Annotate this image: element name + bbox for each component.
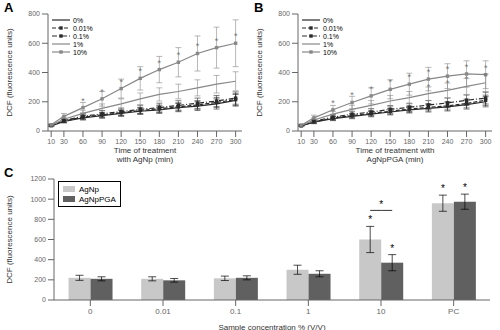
svg-text:270: 270 (461, 138, 473, 145)
svg-text:200: 200 (278, 98, 290, 105)
svg-text:210: 210 (173, 138, 185, 145)
svg-text:PC: PC (448, 307, 459, 316)
svg-text:1: 1 (306, 307, 311, 316)
html-text:AgNpPGA: AgNpPGA (79, 194, 116, 204)
svg-text:*: * (379, 199, 383, 210)
html-text:A: A (4, 0, 14, 15)
svg-text:800: 800 (28, 10, 40, 17)
svg-text:0: 0 (88, 307, 93, 316)
html-text:0.1%: 0.1% (323, 32, 339, 40)
svg-text:Sample concentration % (V/V): Sample concentration % (V/V) (218, 323, 325, 330)
svg-text:0.01: 0.01 (155, 307, 171, 316)
svg-text:150: 150 (134, 138, 146, 145)
html-text:10%: 10% (73, 48, 87, 56)
svg-text:*: * (234, 31, 238, 41)
svg-text:270: 270 (211, 138, 223, 145)
svg-text:*: * (463, 182, 467, 193)
svg-text:600: 600 (34, 236, 46, 243)
svg-text:*: * (465, 62, 469, 72)
svg-text:10: 10 (297, 138, 305, 145)
svg-text:1000: 1000 (30, 196, 46, 203)
svg-text:*: * (331, 98, 335, 108)
svg-text:120: 120 (365, 138, 377, 145)
html-text:0.01%: 0.01% (323, 24, 343, 32)
svg-text:800: 800 (278, 10, 290, 17)
svg-text:240: 240 (442, 138, 454, 145)
svg-text:60: 60 (329, 138, 337, 145)
svg-text:Time of treatmentwith AgNp (mi: Time of treatmentwith AgNp (min) (114, 146, 177, 164)
html-text:0.01%: 0.01% (73, 24, 93, 32)
html-text:0%: 0% (323, 16, 334, 24)
svg-text:150: 150 (384, 138, 396, 145)
svg-text:300: 300 (480, 138, 492, 145)
svg-text:0: 0 (42, 296, 46, 303)
svg-text:90: 90 (348, 138, 356, 145)
svg-text:*: * (427, 82, 431, 92)
svg-text:*: * (441, 183, 445, 194)
svg-text:*: * (81, 96, 85, 106)
svg-text:*: * (119, 77, 123, 87)
svg-text:180: 180 (153, 138, 165, 145)
svg-text:0.1: 0.1 (230, 307, 242, 316)
svg-text:400: 400 (278, 69, 290, 76)
svg-text:60: 60 (79, 138, 87, 145)
svg-text:*: * (408, 72, 412, 82)
html-text:1%: 1% (73, 40, 84, 48)
svg-text:*: * (368, 214, 372, 225)
svg-text:120: 120 (115, 138, 127, 145)
svg-text:*: * (100, 87, 104, 97)
html-text:10%: 10% (323, 48, 337, 56)
svg-text:180: 180 (403, 138, 415, 145)
svg-text:*: * (446, 64, 450, 74)
svg-text:*: * (446, 78, 450, 88)
svg-text:*: * (484, 71, 488, 81)
html-text:B: B (254, 0, 264, 15)
svg-text:30: 30 (310, 138, 318, 145)
svg-text:*: * (177, 50, 181, 60)
svg-text:800: 800 (34, 216, 46, 223)
html-text:0%: 0% (73, 16, 84, 24)
svg-text:0: 0 (36, 127, 40, 134)
svg-text:200: 200 (28, 98, 40, 105)
svg-text:600: 600 (278, 40, 290, 47)
svg-text:400: 400 (28, 69, 40, 76)
svg-text:200: 200 (34, 276, 46, 283)
svg-text:10: 10 (47, 138, 55, 145)
svg-text:210: 210 (423, 138, 435, 145)
svg-text:DCF (fluorescence units): DCF (fluorescence units) (255, 28, 264, 117)
svg-text:*: * (388, 77, 392, 87)
html-text:1%: 1% (323, 40, 334, 48)
svg-text:*: * (369, 84, 373, 94)
svg-text:*: * (196, 41, 200, 51)
html-text:AgNp: AgNp (79, 184, 99, 194)
svg-text:*: * (215, 36, 219, 46)
html-text:C: C (4, 165, 14, 180)
svg-text:30: 30 (60, 138, 68, 145)
svg-text:*: * (427, 67, 431, 77)
svg-text:1200: 1200 (30, 175, 46, 182)
svg-text:*: * (465, 74, 469, 84)
html-text:0.1%: 0.1% (73, 32, 89, 40)
svg-text:300: 300 (230, 138, 242, 145)
svg-text:*: * (138, 66, 142, 76)
svg-text:240: 240 (192, 138, 204, 145)
svg-text:10: 10 (377, 307, 386, 316)
svg-text:400: 400 (34, 256, 46, 263)
svg-text:0: 0 (286, 127, 290, 134)
svg-text:600: 600 (28, 40, 40, 47)
svg-text:*: * (390, 243, 394, 254)
svg-text:*: * (158, 58, 162, 68)
svg-text:Time of treatment withAgNpPGA: Time of treatment withAgNpPGA (min) (356, 146, 435, 164)
svg-text:DCF (fluorescence units): DCF (fluorescence units) (8, 28, 14, 117)
svg-text:DCF (fluorescence units): DCF (fluorescence units) (8, 195, 14, 284)
svg-text:*: * (350, 90, 354, 100)
svg-text:90: 90 (98, 138, 106, 145)
